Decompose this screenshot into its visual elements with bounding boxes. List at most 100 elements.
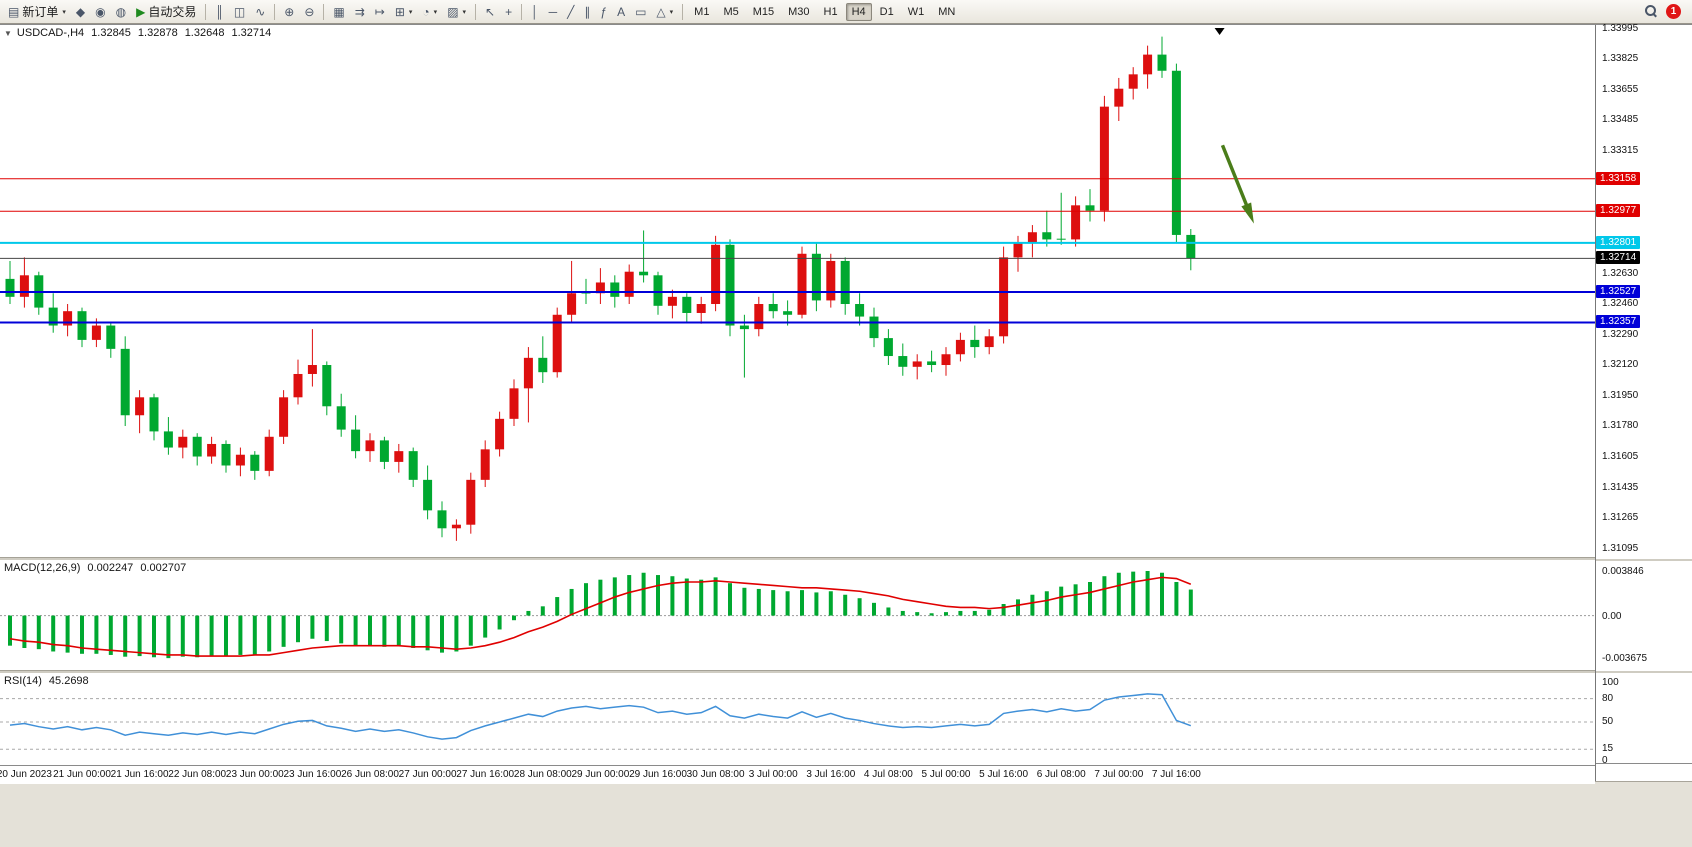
zoom-out-icon: ⊖ [304,4,315,19]
macd-histogram [8,571,1193,659]
dropdown-caret-icon[interactable]: ▾ [669,8,674,16]
dropdown-caret-icon[interactable]: ▾ [462,8,467,16]
price-tick-label: 1.33655 [1602,83,1639,95]
candle [567,293,577,315]
candle [797,253,807,315]
shapes-button[interactable]: △ ▾ [651,1,678,23]
candle [423,479,433,511]
timeframe-m30-button[interactable]: M30 [788,5,810,18]
macd-scale[interactable]: 0.003846 0.00 -0.003675 [1596,559,1692,671]
dropdown-caret-icon[interactable]: ▾ [62,8,66,16]
price-tick-label: 1.32120 [1602,359,1639,370]
channel-button[interactable]: ∥ [579,1,595,23]
price-scale[interactable]: 1.33995 1.33825 1.33655 1.33485 1.33315 1.331… [1596,23,1692,557]
arrow-annotation[interactable] [1220,144,1254,224]
dropdown-caret-icon[interactable]: ▾ [433,8,438,16]
horizontal-line-button[interactable]: ─ [544,1,563,23]
rsi-panel[interactable]: RSI(14) 45.2698 [0,673,1595,765]
cursor-button[interactable]: ↖ [480,1,500,23]
candle [120,348,130,416]
collapse-icon[interactable]: ▼ [4,28,12,38]
candle [19,275,29,297]
market-depth-button[interactable]: ◉ [90,1,110,23]
search-icon[interactable] [1645,5,1658,18]
macd-chart[interactable] [0,560,1595,670]
candle [451,524,461,529]
price-tick-label: 1.33315 [1602,144,1639,156]
time-axis-label: 21 Jun 16:00 [110,769,169,780]
scale-corner [1596,763,1692,782]
timeframe-mn-button[interactable]: MN [938,5,956,18]
macd-value-main: 0.002247 [87,562,134,574]
community-button[interactable]: ◍ [111,1,131,23]
panel-divider[interactable] [0,670,1595,673]
community-icon: ◍ [115,4,127,19]
price-chart-panel[interactable]: ▼ USDCAD-,H4 1.32845 1.32878 1.32648 1.3… [0,25,1595,557]
timeframe-m5-button[interactable]: M5 [723,5,739,18]
text-button[interactable]: A [612,1,630,23]
candle [739,325,749,330]
candle [48,307,58,326]
zoom-out-button[interactable]: ⊖ [299,1,319,23]
rsi-tick-label: 80 [1602,692,1614,704]
candlestick-chart[interactable] [0,25,1595,557]
notification-badge[interactable]: 1 [1666,4,1681,19]
auto-scroll-button[interactable]: ⇉ [350,1,370,23]
timeframe-m15-button[interactable]: M15 [752,5,775,18]
candle [927,361,937,366]
horizontal-level-lines[interactable] [0,178,1595,324]
price-tick-label: 1.31435 [1602,481,1639,493]
fibonacci-button[interactable]: ƒ [595,1,612,23]
main-toolbar: ▤ 新订单 ▾ ◆ ◉ ◍ ▶ 自动交易 ║ ◫ ∿ ⊕ ⊖ ▦ ⇉ ↦ ⊞ ▾ ◔ ▾ ▨ ▾ ↖ + │ ─ ╱ ∥ ƒ A ▭ △ ▾ M1… [0,0,1692,24]
candle [250,454,260,471]
candlestick-chart-button[interactable]: ◫ [229,1,250,23]
macd-label: MACD(12,26,9) [4,562,81,574]
timeframe-w1-button[interactable]: W1 [907,5,925,18]
bar-chart-button[interactable]: ║ [210,1,229,23]
vertical-line-button[interactable]: │ [526,1,544,23]
tile-windows-button[interactable]: ▦ [328,1,349,23]
candle [437,510,447,529]
candle [538,357,548,373]
timeframe-d1-button[interactable]: D1 [879,5,894,18]
trendline-button[interactable]: ╱ [562,1,579,23]
candle [163,431,173,448]
panel-divider[interactable] [0,557,1595,560]
label-icon: ▭ [635,4,647,19]
candle [682,296,692,313]
macd-panel[interactable]: MACD(12,26,9) 0.002247 0.002707 [0,560,1595,670]
candle [235,454,245,466]
autotrading-button[interactable]: ▶ 自动交易 [131,1,201,23]
candle [898,356,908,367]
line-chart-button[interactable]: ∿ [250,1,270,23]
price-tick-label: 1.33485 [1602,114,1639,126]
rsi-chart[interactable] [0,673,1595,765]
metaeditor-button[interactable]: ◆ [71,1,90,23]
templates-button[interactable]: ▨ ▾ [442,1,471,23]
price-scale-column[interactable]: 1.33995 1.33825 1.33655 1.33485 1.33315 1.331… [1595,23,1692,782]
label-button[interactable]: ▭ [630,1,651,23]
zoom-in-button[interactable]: ⊕ [279,1,299,23]
time-axis[interactable]: 20 Jun 2023 21 Jun 00:00 21 Jun 16:00 22 Ju… [0,765,1595,784]
candle [1013,243,1023,258]
bar-chart-icon: ║ [215,4,224,19]
candle [1171,70,1181,235]
rsi-scale[interactable]: 100 80 50 15 0 [1596,671,1692,766]
new-order-button[interactable]: ▤ 新订单 ▾ [3,1,71,23]
candle [1157,54,1167,71]
ohlc-high: 1.32878 [137,27,178,39]
chart-shift-marker-icon[interactable] [1214,28,1225,35]
timeframe-h4-button[interactable]: H4 [845,2,872,21]
timeframe-h1-button[interactable]: H1 [823,5,838,18]
candle [711,244,721,305]
time-axis-label: 7 Jul 16:00 [1151,769,1201,780]
crosshair-button[interactable]: + [500,1,517,23]
auto-scroll-icon: ⇉ [354,4,365,19]
chart-shift-button[interactable]: ↦ [370,1,390,23]
timeframe-m1-button[interactable]: M1 [694,5,710,18]
indicators-button[interactable]: ⊞ ▾ [390,1,418,23]
dropdown-caret-icon[interactable]: ▾ [408,8,413,16]
time-axis-label: 22 Jun 08:00 [168,769,227,780]
periods-button[interactable]: ◔ ▾ [417,1,442,23]
cursor-icon: ↖ [485,4,496,19]
